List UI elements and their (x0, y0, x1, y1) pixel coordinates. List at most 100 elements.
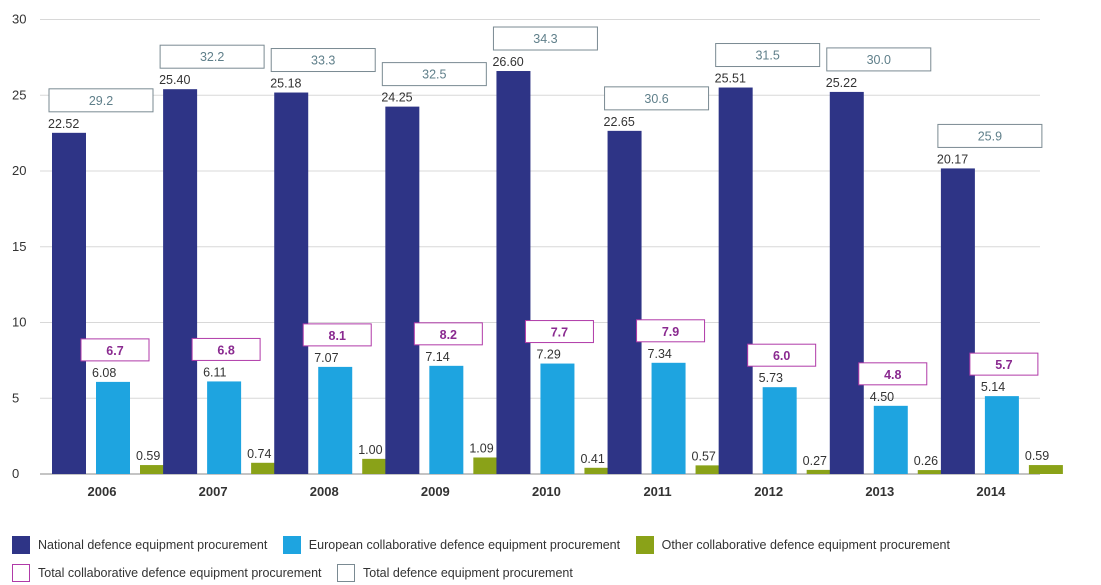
bar-european (96, 381, 130, 474)
bar-european (540, 363, 575, 474)
legend-row-1: National defence equipment procurement E… (12, 536, 962, 557)
y-tick-label: 0 (12, 466, 19, 481)
legend-item-european: European collaborative defence equipment… (282, 536, 621, 554)
bar-european (318, 366, 353, 474)
x-tick-label: 2007 (199, 484, 228, 499)
data-label: 5.14 (981, 380, 1005, 394)
legend-label-total-defence: Total defence equipment procurement (363, 566, 573, 580)
bar-national (607, 130, 642, 475)
x-tick-label: 2012 (754, 484, 783, 499)
legend-swatch-national (12, 536, 30, 554)
bar-national (940, 168, 975, 474)
legend-label-european: European collaborative defence equipment… (308, 538, 621, 552)
total-defence-label: 30.0 (867, 53, 891, 67)
data-label: 1.00 (358, 443, 382, 457)
bar-chart: 0 5 10 15 20 25 30 22.52 6.08 0.59 29.2 6.7 2006 25.4… (12, 12, 1063, 499)
x-tick-label: 2008 (310, 484, 339, 499)
legend-item-total-defence: Total defence equipment procurement (337, 564, 573, 582)
total-collaborative-box (858, 362, 928, 386)
legend-label-national: National defence equipment procurement (38, 538, 268, 552)
bar-european (207, 381, 242, 474)
total-collaborative-box (636, 319, 706, 343)
total-defence-label: 31.5 (755, 49, 779, 63)
total-collaborative-box (191, 337, 261, 361)
x-tick-label: 2014 (976, 484, 1006, 499)
total-collaborative-box (80, 338, 150, 362)
data-label: 25.22 (826, 76, 857, 90)
data-label: 25.18 (270, 77, 301, 91)
total-collaborative-box (413, 322, 483, 346)
bar-other (251, 462, 286, 474)
total-collaborative-label: 7.7 (551, 326, 568, 340)
bar-european (429, 365, 464, 474)
data-label: 0.26 (914, 454, 938, 468)
total-collaborative-label: 4.8 (884, 368, 901, 382)
legend-swatch-other (635, 536, 654, 554)
total-collaborative-label: 6.8 (217, 343, 234, 357)
total-defence-label: 30.6 (644, 92, 668, 106)
total-defence-box (715, 43, 821, 68)
data-label: 0.74 (247, 447, 271, 461)
total-defence-label: 32.5 (422, 68, 446, 82)
bar-european (651, 362, 686, 474)
legend-label-other: Other collaborative defence equipment pr… (661, 538, 950, 552)
total-collaborative-box (969, 352, 1039, 376)
bar-national (52, 132, 86, 474)
total-collaborative-label: 8.1 (329, 329, 346, 343)
total-collaborative-label: 6.0 (773, 349, 790, 363)
y-tick-label: 10 (12, 315, 26, 330)
data-label: 25.40 (159, 73, 190, 87)
bar-other (584, 467, 619, 474)
total-defence-box (937, 123, 1043, 148)
legend-item-other: Other collaborative defence equipment pr… (635, 536, 950, 554)
total-defence-label: 29.2 (89, 94, 113, 108)
total-defence-box (826, 47, 932, 72)
bar-other (917, 470, 952, 474)
y-tick-label: 5 (12, 390, 19, 405)
bar-other (1028, 465, 1063, 474)
data-label: 0.59 (136, 449, 160, 463)
bar-national (274, 92, 309, 474)
total-defence-box (48, 88, 154, 113)
bar-national (163, 89, 198, 474)
data-label: 22.65 (604, 115, 635, 129)
total-defence-label: 32.2 (200, 50, 224, 64)
bar-national (385, 106, 420, 475)
data-label: 1.09 (469, 441, 493, 455)
y-tick-label: 15 (12, 239, 26, 254)
y-tick-label: 25 (12, 87, 26, 102)
total-collaborative-label: 6.7 (106, 344, 123, 358)
legend-swatch-total-defence (337, 564, 355, 582)
bar-other (140, 465, 174, 474)
bar-national (496, 71, 531, 474)
x-tick-label: 2009 (421, 484, 450, 499)
data-label: 6.11 (203, 365, 226, 379)
legend-item-national: National defence equipment procurement (12, 536, 267, 554)
data-label: 7.07 (314, 351, 338, 365)
x-tick-label: 2013 (865, 484, 894, 499)
total-defence-box (270, 48, 376, 73)
bar-national (718, 87, 753, 474)
legend-row-2: Total collaborative defence equipment pr… (12, 564, 585, 585)
data-label: 4.50 (870, 390, 894, 404)
data-label: 26.60 (492, 55, 523, 69)
total-defence-box (604, 86, 710, 111)
total-defence-label: 25.9 (978, 129, 1002, 143)
bar-european (984, 396, 1019, 474)
data-label: 5.73 (759, 371, 783, 385)
data-label: 24.25 (381, 91, 412, 105)
x-tick-label: 2011 (643, 484, 671, 499)
data-label: 22.52 (48, 117, 79, 131)
data-label: 6.08 (92, 366, 116, 380)
data-label: 20.17 (937, 152, 968, 166)
x-tick-label: 2010 (532, 484, 561, 499)
total-collaborative-box (302, 323, 372, 347)
y-tick-label: 30 (12, 12, 26, 27)
legend-item-total-collaborative: Total collaborative defence equipment pr… (12, 564, 322, 582)
bar-national (829, 91, 864, 475)
legend-label-total-collaborative: Total collaborative defence equipment pr… (38, 566, 322, 580)
total-defence-box (492, 26, 598, 51)
total-defence-box (381, 62, 487, 87)
x-tick-label: 2006 (88, 484, 117, 499)
total-defence-label: 33.3 (311, 54, 335, 68)
